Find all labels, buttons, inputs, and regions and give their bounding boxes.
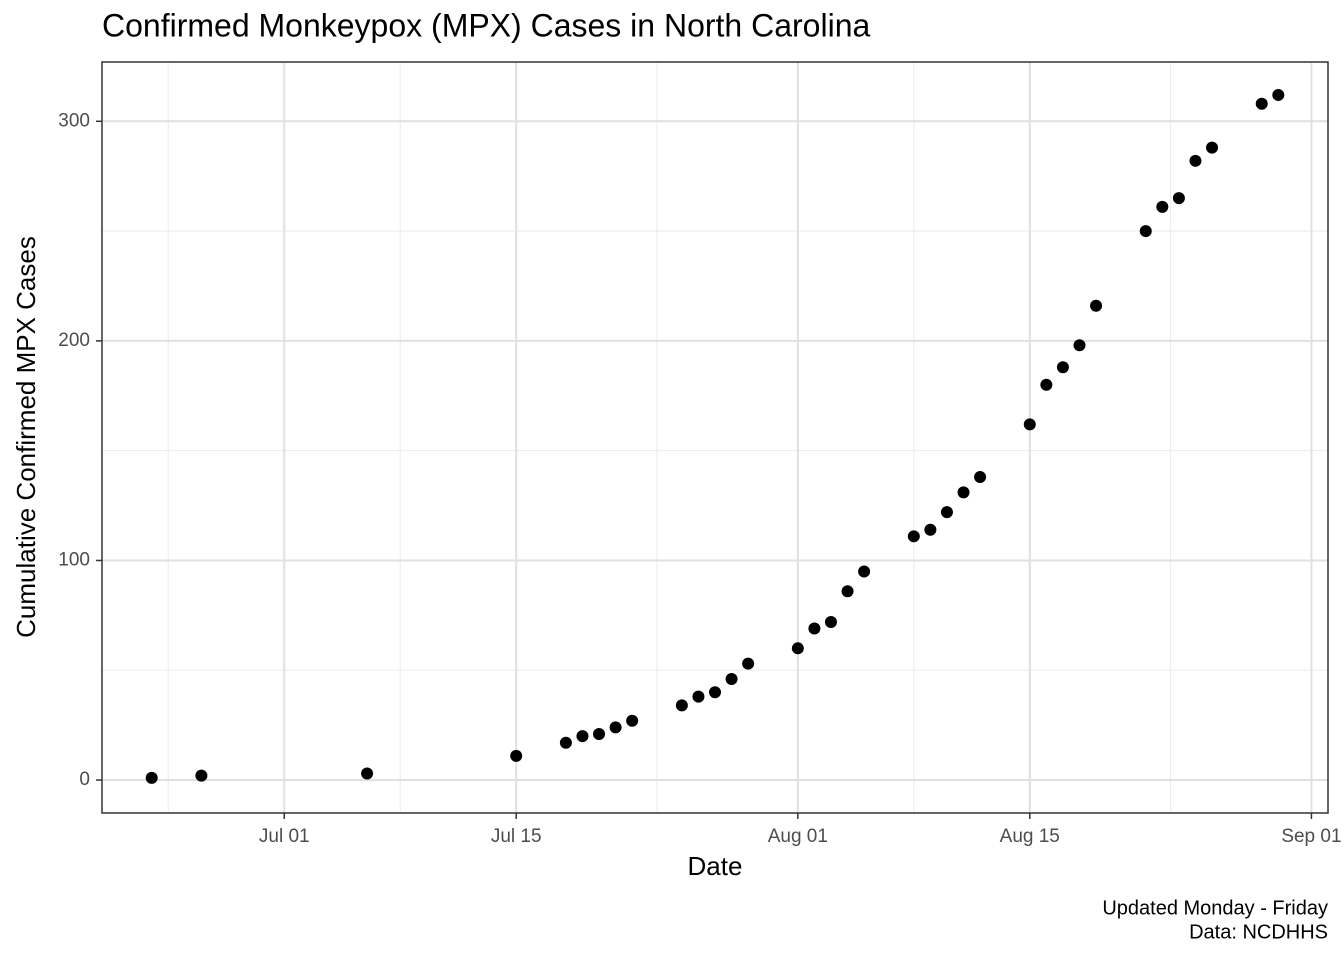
point bbox=[1056, 361, 1069, 374]
x-tick-label: Sep 01 bbox=[1281, 826, 1341, 847]
y-tick-label: 0 bbox=[79, 769, 90, 790]
point bbox=[824, 615, 837, 628]
x-tick-label: Aug 01 bbox=[768, 826, 828, 847]
point bbox=[559, 736, 572, 749]
point bbox=[725, 673, 738, 686]
point bbox=[791, 642, 804, 655]
point bbox=[858, 565, 871, 578]
point bbox=[145, 771, 158, 784]
x-tick-label: Jul 15 bbox=[491, 826, 542, 847]
point bbox=[940, 506, 953, 519]
chart-title: Confirmed Monkeypox (MPX) Cases in North… bbox=[102, 7, 870, 43]
point bbox=[907, 530, 920, 543]
point bbox=[1073, 339, 1086, 352]
caption: Updated Monday - Friday bbox=[1102, 897, 1328, 919]
grid bbox=[102, 62, 1328, 813]
point bbox=[974, 471, 987, 484]
point bbox=[593, 727, 606, 740]
point bbox=[1172, 192, 1185, 205]
y-tick-label: 200 bbox=[58, 330, 90, 351]
x-tick-label: Aug 15 bbox=[1000, 826, 1060, 847]
x-tick-label: Jul 01 bbox=[259, 826, 310, 847]
y-tick-label: 300 bbox=[58, 110, 90, 131]
point bbox=[675, 699, 688, 712]
point bbox=[1272, 88, 1285, 101]
point bbox=[361, 767, 374, 780]
point bbox=[841, 585, 854, 598]
point bbox=[742, 657, 755, 670]
point bbox=[1156, 200, 1169, 213]
point bbox=[1255, 97, 1268, 110]
caption: Data: NCDHHS bbox=[1189, 921, 1328, 943]
point bbox=[692, 690, 705, 703]
point bbox=[924, 523, 937, 536]
point bbox=[957, 486, 970, 499]
point bbox=[609, 721, 622, 734]
point bbox=[576, 730, 589, 743]
y-tick-label: 100 bbox=[58, 549, 90, 570]
point bbox=[709, 686, 721, 699]
point bbox=[1040, 378, 1053, 391]
point bbox=[1090, 299, 1103, 312]
point bbox=[1206, 141, 1219, 154]
plot-border bbox=[101, 61, 1329, 814]
point bbox=[195, 769, 208, 782]
x-axis-title: Date bbox=[688, 851, 743, 881]
y-axis-title: Cumulative Confirmed MPX Cases bbox=[11, 236, 41, 638]
point bbox=[1139, 225, 1152, 238]
point bbox=[808, 622, 821, 635]
point bbox=[626, 714, 639, 727]
point bbox=[510, 749, 523, 762]
point bbox=[1023, 418, 1036, 431]
point bbox=[1189, 154, 1202, 167]
